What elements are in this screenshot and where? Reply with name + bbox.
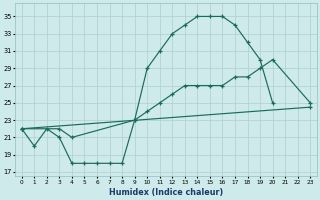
X-axis label: Humidex (Indice chaleur): Humidex (Indice chaleur) — [109, 188, 223, 197]
